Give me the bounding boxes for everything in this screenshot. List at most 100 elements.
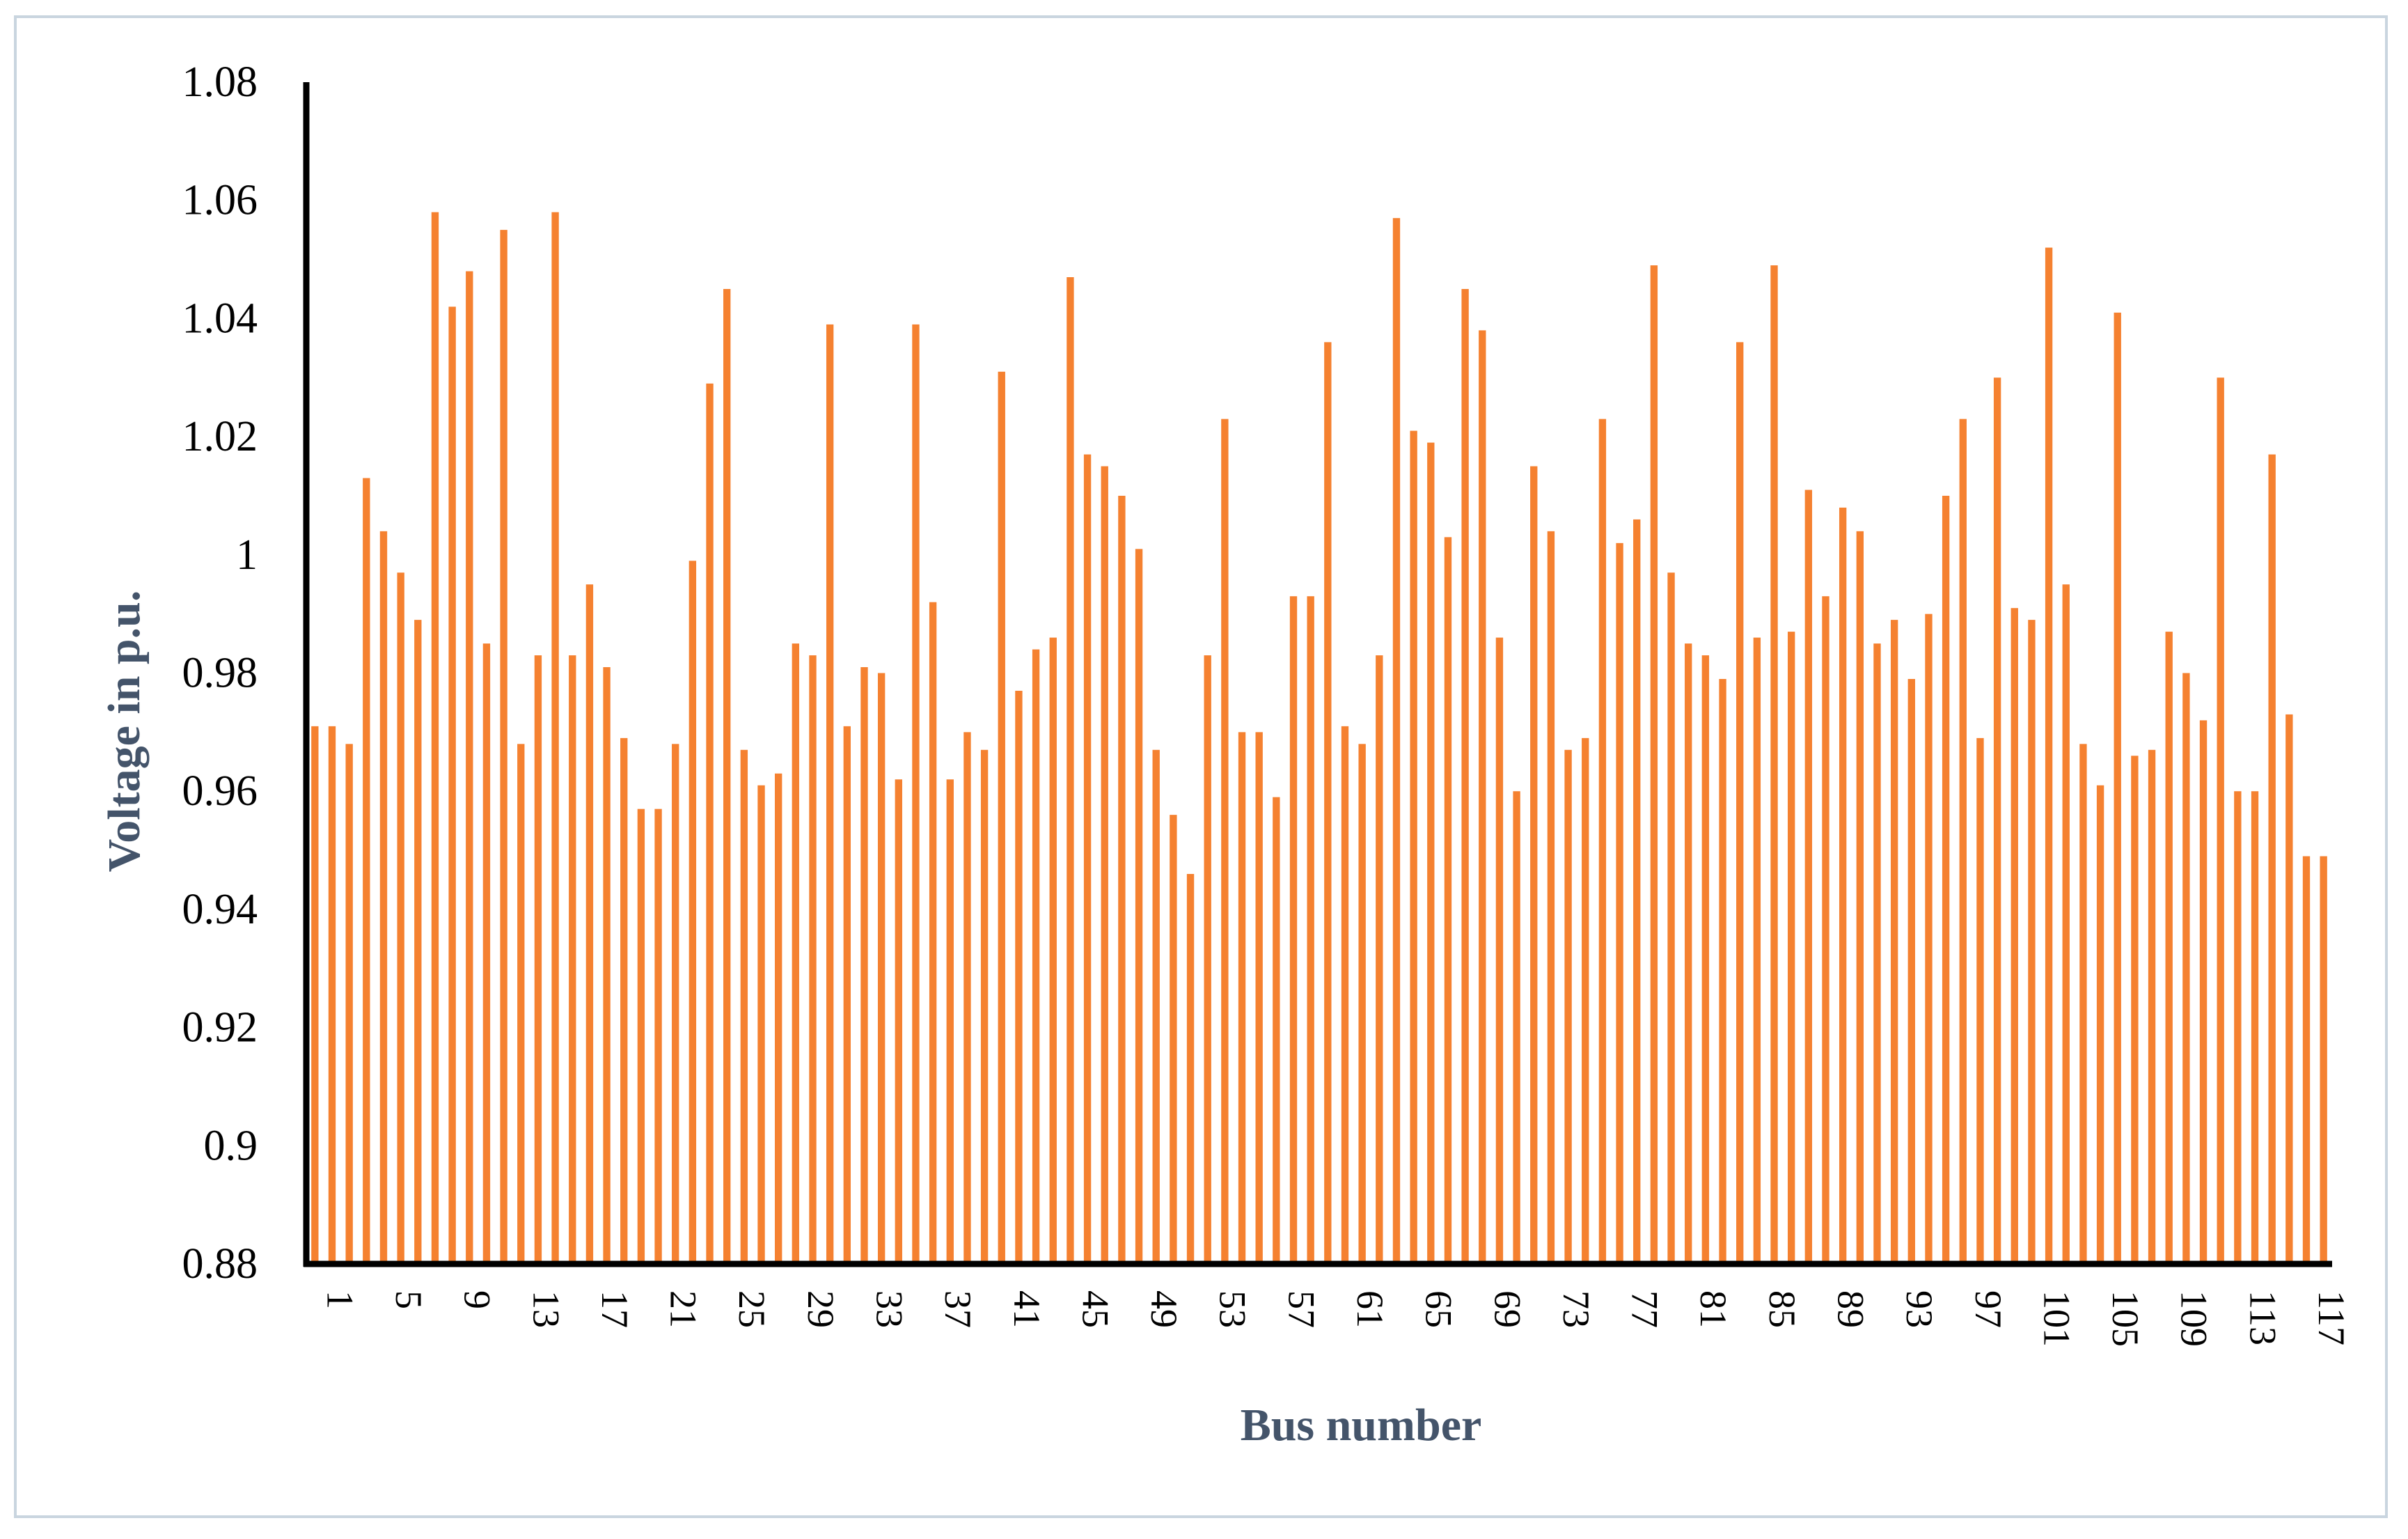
bar-bus-70 [1495, 637, 1504, 1264]
bar-bus-35 [895, 779, 902, 1264]
x-tick-label: 5 [388, 1290, 430, 1309]
bar-bus-72 [1530, 466, 1538, 1264]
bar-bus-91 [1856, 531, 1864, 1264]
y-tick-label: 0.92 [182, 1004, 258, 1052]
bar-bus-19 [620, 737, 628, 1264]
x-tick-label: 29 [800, 1290, 842, 1328]
bar-bus-21 [654, 808, 662, 1264]
bar-bus-112 [2217, 377, 2224, 1264]
bar-bus-81 [1685, 643, 1692, 1264]
chart-frame [14, 15, 2388, 1518]
x-tick-label: 81 [1692, 1290, 1734, 1328]
x-axis-title: Bus number [1241, 1400, 1482, 1451]
bar-bus-68 [1461, 288, 1469, 1265]
bar-bus-108 [2148, 749, 2156, 1264]
bar-bus-77 [1616, 542, 1623, 1264]
bar-bus-57 [1273, 797, 1280, 1264]
x-tick-label: 9 [457, 1290, 498, 1309]
x-tick-label: 57 [1280, 1290, 1322, 1328]
y-tick-labels: 0.88 0.9 0.92 0.94 0.96 0.98 1 1.02 1.04 1.06 1.08 [182, 58, 258, 1288]
x-tick-label: 1 [319, 1290, 361, 1309]
bar-bus-61 [1341, 726, 1349, 1264]
x-tick-label: 105 [2104, 1290, 2146, 1347]
bar-bus-13 [517, 744, 525, 1264]
bar-bus-67 [1444, 537, 1452, 1264]
y-tick-label: 1.02 [182, 413, 258, 460]
x-tick-label: 109 [2173, 1290, 2215, 1347]
bar-bus-104 [2079, 744, 2087, 1264]
bar-bus-75 [1582, 737, 1589, 1264]
bar-bus-41 [998, 371, 1005, 1264]
bar-bus-110 [2182, 673, 2190, 1264]
bar-bus-55 [1238, 732, 1246, 1264]
bar-bus-107 [2131, 756, 2139, 1264]
x-tick-label: 101 [2036, 1290, 2077, 1347]
bar-bus-60 [1324, 342, 1332, 1265]
bar-bus-116 [2285, 714, 2293, 1264]
bar-bus-86 [1770, 265, 1778, 1264]
bar-bus-62 [1358, 744, 1366, 1264]
bar-bus-90 [1839, 507, 1847, 1265]
bar-bus-44 [1049, 637, 1057, 1264]
bar-bus-50 [1152, 749, 1160, 1264]
bar-bus-38 [946, 779, 954, 1264]
bar-bus-3 [345, 744, 353, 1264]
bar-bus-69 [1479, 330, 1486, 1264]
x-tick-label: 45 [1074, 1290, 1116, 1328]
x-tick-label: 37 [937, 1290, 979, 1328]
bar-bus-56 [1255, 732, 1263, 1264]
bar-bus-11 [482, 643, 491, 1264]
bar-bus-36 [912, 324, 920, 1264]
bar-bus-9 [448, 306, 456, 1265]
bar-bus-18 [603, 667, 611, 1264]
x-tick-label: 73 [1555, 1290, 1597, 1328]
bar-bus-105 [2096, 785, 2104, 1264]
bar-bus-33 [860, 667, 868, 1264]
bar-bus-43 [1032, 649, 1040, 1264]
bar-bus-102 [2045, 247, 2053, 1265]
y-tick-label: 1.08 [182, 58, 258, 106]
bar-bus-63 [1376, 655, 1383, 1264]
x-tick-label: 85 [1761, 1290, 1803, 1328]
bar-bus-28 [775, 773, 782, 1264]
bar-bus-51 [1170, 815, 1177, 1264]
x-tick-label: 113 [2242, 1290, 2283, 1345]
x-tick-label: 97 [1967, 1290, 2009, 1328]
bar-bus-22 [672, 744, 679, 1264]
x-tick-label: 53 [1212, 1290, 1254, 1328]
x-tick-labels: 1 5 9 13 17 21 25 29 33 37 41 45 49 53 57 61 65 69 73 77 81 8… [319, 1290, 2352, 1347]
bar-bus-71 [1513, 791, 1520, 1264]
y-tick-label: 1.06 [182, 177, 258, 224]
bar-bus-58 [1289, 596, 1298, 1264]
y-tick-label: 0.98 [182, 650, 258, 697]
bar-bus-39 [963, 732, 971, 1264]
bar-bus-82 [1701, 655, 1710, 1264]
bar-bus-101 [2028, 620, 2036, 1264]
bar-bus-42 [1015, 690, 1023, 1264]
x-tick-label: 89 [1830, 1290, 1872, 1328]
bar-bus-117 [2302, 856, 2311, 1264]
bar-bus-12 [500, 230, 507, 1264]
x-tick-label: 25 [731, 1290, 773, 1328]
bar-bus-64 [1392, 218, 1401, 1264]
x-tick-label: 77 [1624, 1290, 1666, 1328]
bar-bus-48 [1118, 495, 1126, 1265]
bar-bus-95 [1925, 614, 1933, 1264]
y-tick-label: 0.9 [204, 1122, 258, 1169]
bar-bus-88 [1804, 490, 1813, 1264]
bar-bus-49 [1135, 549, 1143, 1264]
bar-bus-4 [363, 478, 370, 1264]
bar-bus-100 [2010, 608, 2018, 1264]
y-tick-label: 0.88 [182, 1240, 258, 1288]
bar-bus-5 [379, 531, 388, 1264]
bar-bus-99 [1993, 377, 2001, 1264]
bar-bus-40 [980, 749, 989, 1264]
y-tick-label: 0.94 [182, 886, 258, 933]
bar-bus-115 [2268, 454, 2276, 1264]
bar-bus-6 [397, 572, 404, 1264]
x-tick-label: 41 [1006, 1290, 1048, 1328]
y-tick-label: 0.96 [182, 767, 258, 815]
y-tick-label: 1.04 [182, 295, 258, 342]
bar-bus-74 [1564, 749, 1572, 1264]
bar-bus-66 [1427, 442, 1435, 1264]
